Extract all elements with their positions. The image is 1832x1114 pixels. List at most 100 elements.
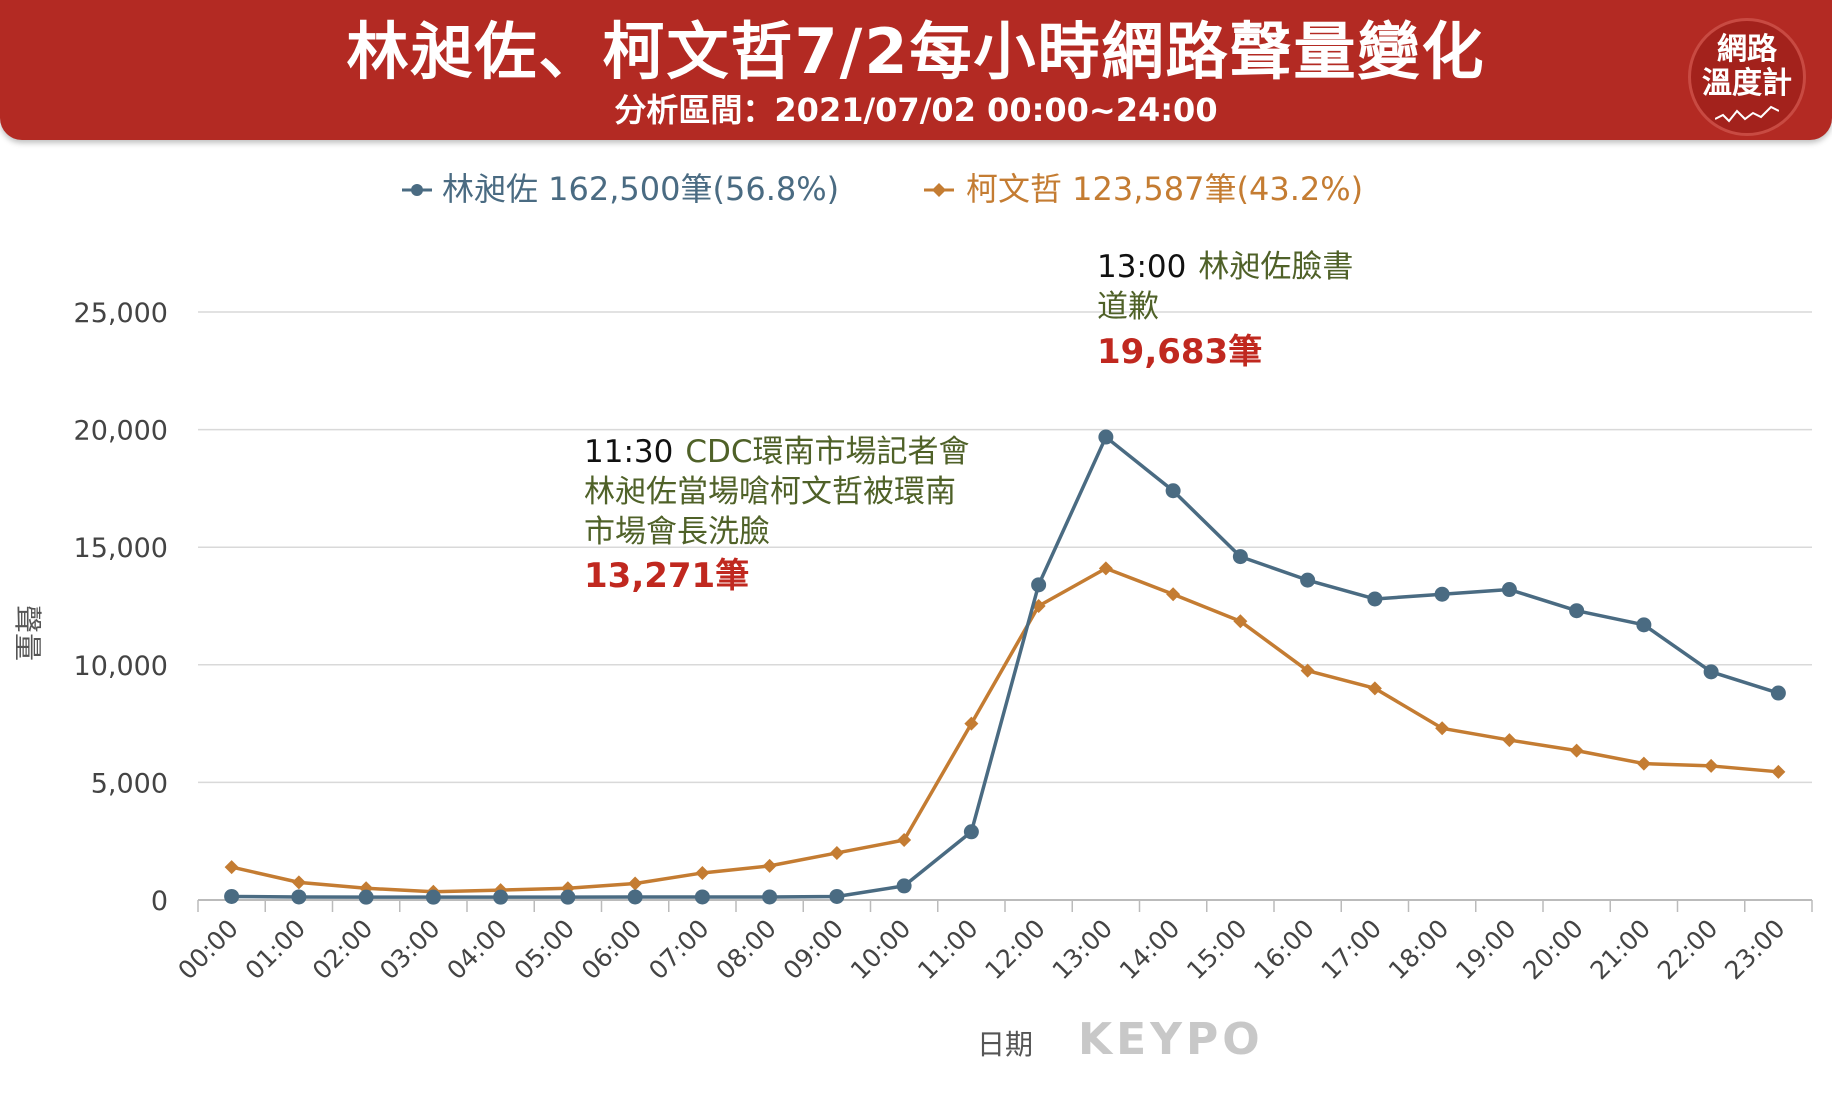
x-tick-label: 06:00 bbox=[576, 914, 647, 985]
annotation-1130-value: 13,271筆 bbox=[584, 556, 749, 596]
y-tick-label: 20,000 bbox=[74, 416, 168, 447]
data-point-series1 bbox=[1636, 617, 1652, 633]
x-tick-label: 01:00 bbox=[240, 914, 311, 985]
annotation-1130-line1: 11:30 CDC環南市場記者會 bbox=[584, 434, 970, 470]
series-line-2 bbox=[231, 566, 1779, 894]
data-point-series2 bbox=[1771, 764, 1786, 779]
x-tick-label: 04:00 bbox=[441, 914, 512, 985]
data-point-series1 bbox=[963, 824, 979, 840]
data-point-series1 bbox=[560, 889, 576, 905]
x-tick-label: 08:00 bbox=[710, 914, 781, 985]
y-tick-label: 10,000 bbox=[74, 651, 168, 682]
data-point-series2 bbox=[1166, 587, 1181, 602]
data-point-series2 bbox=[1502, 733, 1517, 748]
pulse-icon bbox=[1715, 105, 1779, 123]
data-point-series1 bbox=[1367, 591, 1383, 607]
annotation-1300-line1: 13:00 林昶佐臉書 bbox=[1097, 249, 1353, 285]
data-point-series2 bbox=[964, 716, 979, 731]
data-point-series1 bbox=[291, 889, 307, 905]
annotation-1300-time: 13:00 bbox=[1097, 249, 1186, 285]
x-tick-label: 03:00 bbox=[374, 914, 445, 985]
data-point-series2 bbox=[1704, 758, 1719, 773]
y-tick-label: 15,000 bbox=[74, 533, 168, 564]
data-point-series1 bbox=[829, 888, 845, 904]
data-point-series1 bbox=[1770, 685, 1786, 701]
series-lines bbox=[224, 429, 1786, 905]
data-point-series1 bbox=[694, 889, 710, 905]
annotation-1300-text1: 林昶佐臉書 bbox=[1198, 249, 1353, 285]
x-tick-label: 13:00 bbox=[1047, 914, 1118, 985]
data-point-series2 bbox=[1636, 756, 1651, 771]
data-point-series2 bbox=[1569, 743, 1584, 758]
axes: 0 5,000 10,000 15,000 20,000 25,000 00:0001:00… bbox=[74, 298, 1813, 985]
x-tick-label: 18:00 bbox=[1383, 914, 1454, 985]
page-title: 林昶佐、柯文哲7/2每小時網路聲量變化 bbox=[346, 15, 1486, 88]
series-line-1 bbox=[231, 435, 1779, 899]
legend-marker-series2 bbox=[932, 183, 946, 197]
data-point-series1 bbox=[493, 889, 509, 905]
x-tick-label: 11:00 bbox=[912, 914, 983, 985]
page-subtitle: 分析區間：2021/07/02 00:00~24:00 bbox=[614, 91, 1218, 129]
data-point-series2 bbox=[1300, 663, 1315, 678]
x-tick-label: 16:00 bbox=[1248, 914, 1319, 985]
annotation-1130-time: 11:30 bbox=[584, 434, 673, 470]
data-point-series1 bbox=[425, 889, 441, 905]
keypo-watermark: KEYPO bbox=[1078, 1014, 1264, 1065]
data-point-series2 bbox=[695, 865, 710, 880]
x-tick-label: 22:00 bbox=[1652, 914, 1723, 985]
x-tick-label: 07:00 bbox=[643, 914, 714, 985]
legend-series2: 柯文哲 123,587筆(43.2%) bbox=[966, 170, 1363, 208]
annotation-1130-line3: 市場會長洗臉 bbox=[584, 514, 770, 550]
x-tick-label: 20:00 bbox=[1517, 914, 1588, 985]
data-point-series1 bbox=[358, 889, 374, 905]
data-point-series2 bbox=[1435, 721, 1450, 736]
grid-lines bbox=[198, 311, 1812, 901]
data-point-series2 bbox=[829, 845, 844, 860]
annotation-1130-text1: CDC環南市場記者會 bbox=[685, 434, 969, 470]
data-point-series1 bbox=[1232, 549, 1248, 565]
data-point-series1 bbox=[762, 889, 778, 905]
annotation-1130-line2: 林昶佐當場嗆柯文哲被環南 bbox=[584, 474, 956, 510]
data-point-series1 bbox=[896, 878, 912, 894]
data-point-series1 bbox=[1703, 664, 1719, 680]
data-point-series1 bbox=[224, 888, 240, 904]
x-axis-title: 日期 bbox=[977, 1028, 1033, 1061]
data-point-series2 bbox=[291, 875, 306, 890]
data-point-series1 bbox=[1300, 572, 1316, 588]
legend-marker-series1 bbox=[411, 184, 423, 196]
x-tick-label: 02:00 bbox=[307, 914, 378, 985]
x-tick-label: 14:00 bbox=[1114, 914, 1185, 985]
data-point-series2 bbox=[1098, 561, 1113, 576]
data-point-series1 bbox=[1098, 429, 1114, 445]
data-point-series1 bbox=[1569, 603, 1585, 619]
data-point-series1 bbox=[1031, 577, 1047, 593]
data-point-series2 bbox=[224, 860, 239, 875]
data-point-series2 bbox=[1233, 614, 1248, 629]
data-point-series1 bbox=[1165, 483, 1181, 499]
x-tick-label: 09:00 bbox=[778, 914, 849, 985]
y-tick-label: 25,000 bbox=[74, 298, 168, 329]
annotation-1300-line2: 道歉 bbox=[1097, 289, 1159, 325]
data-point-series2 bbox=[628, 876, 643, 891]
annotation-1300-value: 19,683筆 bbox=[1097, 332, 1262, 372]
x-tick-label: 17:00 bbox=[1316, 914, 1387, 985]
y-tick-label: 0 bbox=[151, 886, 168, 917]
data-point-series1 bbox=[1501, 582, 1517, 598]
x-tick-label: 10:00 bbox=[845, 914, 916, 985]
title-banner: 林昶佐、柯文哲7/2每小時網路聲量變化 分析區間：2021/07/02 00:0… bbox=[0, 0, 1832, 140]
x-tick-label: 21:00 bbox=[1585, 914, 1656, 985]
legend-series1: 林昶佐 162,500筆(56.8%) bbox=[442, 170, 839, 208]
logo-text-line1: 網路 bbox=[1717, 32, 1777, 67]
thermometer-logo: 網路 溫度計 bbox=[1688, 18, 1806, 136]
annotation-1300: 13:00 林昶佐臉書 道歉 19,683筆 bbox=[1097, 249, 1353, 372]
data-point-series2 bbox=[1367, 681, 1382, 696]
annotation-1130: 11:30 CDC環南市場記者會 林昶佐當場嗆柯文哲被環南 市場會長洗臉 13,2… bbox=[584, 434, 970, 596]
logo-text-line2: 溫度計 bbox=[1702, 66, 1792, 101]
x-tick-label: 15:00 bbox=[1181, 914, 1252, 985]
x-tick-label: 23:00 bbox=[1719, 914, 1790, 985]
data-point-series2 bbox=[897, 833, 912, 848]
data-point-series2 bbox=[762, 858, 777, 873]
y-axis-title: 聲量 bbox=[11, 605, 44, 661]
legend: 林昶佐 162,500筆(56.8%) 柯文哲 123,587筆(43.2%) bbox=[402, 170, 1363, 208]
